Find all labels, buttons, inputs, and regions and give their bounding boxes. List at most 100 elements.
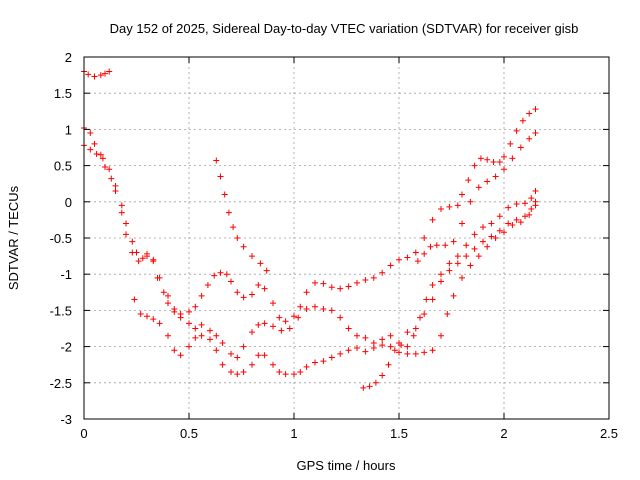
y-tick-label: -3 bbox=[60, 412, 72, 427]
data-point bbox=[366, 383, 373, 390]
data-point bbox=[467, 262, 474, 269]
data-point bbox=[345, 325, 352, 332]
y-tick-label: 1 bbox=[65, 122, 72, 137]
series-7 bbox=[414, 130, 539, 265]
data-point bbox=[211, 272, 218, 279]
data-point bbox=[207, 327, 213, 334]
data-point bbox=[404, 329, 411, 336]
data-point bbox=[139, 255, 146, 262]
data-point bbox=[414, 258, 421, 265]
data-point bbox=[396, 256, 402, 263]
data-point bbox=[171, 305, 178, 312]
data-point bbox=[398, 342, 405, 349]
grid bbox=[84, 57, 609, 419]
data-point bbox=[513, 216, 520, 223]
y-tick-label: -2 bbox=[60, 340, 72, 355]
data-point bbox=[370, 345, 377, 352]
data-point bbox=[257, 260, 264, 267]
data-point bbox=[505, 220, 512, 227]
data-point bbox=[228, 278, 234, 285]
data-point bbox=[261, 285, 268, 292]
data-point bbox=[186, 343, 192, 350]
data-point bbox=[234, 289, 241, 296]
data-point bbox=[492, 173, 499, 180]
data-point bbox=[438, 271, 444, 278]
data-point bbox=[446, 203, 453, 210]
data-point bbox=[291, 371, 297, 378]
data-point bbox=[144, 313, 150, 320]
data-point bbox=[85, 71, 92, 78]
data-point bbox=[129, 249, 136, 256]
data-point bbox=[249, 253, 255, 260]
data-point bbox=[507, 140, 514, 147]
data-point bbox=[362, 334, 369, 341]
data-point bbox=[261, 320, 268, 327]
data-point bbox=[354, 332, 360, 339]
data-point bbox=[459, 274, 465, 281]
data-point bbox=[471, 231, 478, 238]
data-point bbox=[387, 332, 394, 339]
data-point bbox=[97, 72, 104, 79]
data-point bbox=[217, 269, 224, 276]
data-point bbox=[112, 182, 119, 189]
data-point bbox=[421, 311, 428, 318]
data-point bbox=[379, 269, 386, 276]
data-point bbox=[513, 200, 520, 207]
data-point bbox=[404, 343, 411, 350]
data-point bbox=[118, 202, 125, 209]
data-point bbox=[471, 245, 478, 252]
data-point bbox=[517, 144, 524, 151]
data-point bbox=[362, 276, 369, 283]
data-point bbox=[404, 350, 411, 357]
data-point bbox=[249, 329, 255, 336]
data-point bbox=[519, 117, 526, 124]
data-point bbox=[459, 191, 465, 198]
data-point bbox=[354, 279, 360, 286]
data-point bbox=[438, 278, 444, 285]
data-point bbox=[91, 140, 98, 147]
series-1 bbox=[81, 68, 113, 80]
data-point bbox=[91, 73, 98, 80]
data-point bbox=[177, 352, 184, 359]
data-point bbox=[270, 361, 276, 368]
chart-title: Day 152 of 2025, Sidereal Day-to-day VTE… bbox=[110, 21, 579, 36]
data-point bbox=[484, 243, 491, 250]
data-point bbox=[496, 158, 503, 165]
y-tick-label: 0.5 bbox=[54, 159, 72, 174]
data-point bbox=[286, 325, 293, 332]
data-point bbox=[459, 220, 465, 227]
data-point bbox=[261, 352, 268, 359]
y-tick-label: -1 bbox=[60, 267, 72, 282]
series-2 bbox=[81, 106, 539, 325]
data-point bbox=[223, 271, 230, 278]
data-point bbox=[240, 343, 247, 350]
data-point bbox=[219, 361, 226, 368]
data-point bbox=[230, 224, 237, 231]
data-point bbox=[496, 227, 503, 234]
data-point bbox=[345, 283, 352, 290]
data-point bbox=[427, 243, 434, 250]
x-tick-label: 0.5 bbox=[180, 426, 198, 441]
data-point bbox=[412, 325, 419, 332]
data-point bbox=[165, 300, 171, 307]
data-point bbox=[135, 258, 142, 265]
data-point bbox=[225, 209, 232, 216]
axis-ticks: 0 0.5 1 1.5 2 2.5 -3 -2.5 -2 -1.5 -1 -0.5 0 0.5 1 1.5 2 bbox=[50, 50, 618, 441]
y-tick-label: 1.5 bbox=[54, 86, 72, 101]
data-point bbox=[102, 70, 108, 77]
x-tick-label: 2.5 bbox=[600, 426, 618, 441]
data-point bbox=[328, 307, 335, 314]
data-point bbox=[421, 250, 428, 257]
data-point bbox=[328, 354, 335, 361]
data-point bbox=[320, 358, 327, 365]
data-point bbox=[234, 371, 241, 378]
data-point bbox=[295, 314, 302, 321]
data-point bbox=[123, 220, 129, 227]
data-point bbox=[312, 279, 318, 286]
data-point bbox=[186, 308, 192, 315]
data-point bbox=[404, 254, 411, 261]
data-point bbox=[446, 267, 453, 274]
data-point bbox=[165, 332, 171, 339]
data-point bbox=[198, 292, 205, 299]
